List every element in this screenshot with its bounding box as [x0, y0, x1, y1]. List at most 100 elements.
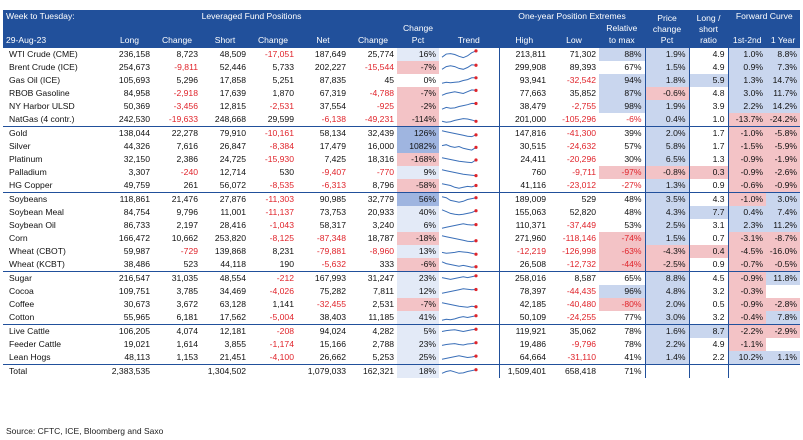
trend-line	[441, 209, 477, 216]
change-pct: 13%	[397, 245, 440, 258]
commodity-name: Soybeans	[9, 194, 48, 204]
long-value: 30,673	[123, 299, 150, 309]
trend-sparkline	[439, 232, 499, 245]
long-short-ratio: 4.5	[688, 271, 729, 285]
total-label: Total	[3, 364, 106, 378]
table-row: Soybean Meal 84,754 9,796 11,001 -11,137 73,7…	[3, 206, 801, 219]
trend-line	[441, 50, 477, 59]
trend-endpoint	[474, 174, 478, 178]
short-value: 248,668	[201, 113, 249, 127]
net-value: 38,403	[297, 311, 349, 325]
fc-1st-2nd: 0.4%	[727, 206, 767, 219]
long-short-ratio: 3.2	[688, 311, 729, 325]
empty-cell	[766, 364, 801, 378]
trend-endpoint	[474, 223, 478, 227]
table-row: Sugar 216,547 31,035 48,554 -212 167,993 31,24…	[3, 271, 801, 285]
low-value: -118,146	[562, 233, 597, 243]
net-change: 20,933	[367, 207, 395, 217]
fc-1st-2nd: -13.7%	[727, 113, 767, 127]
short-change: -8,125	[269, 233, 294, 243]
col-relative: Relative to max	[599, 22, 646, 48]
fc-1year: 11.8%	[766, 271, 801, 285]
price-change: 1.9%	[644, 48, 690, 61]
net-value: -6,313	[297, 179, 349, 193]
fc-1year: 14.7%	[766, 74, 801, 87]
fc-1st-2nd: 2.3%	[727, 219, 767, 232]
col-change-short: Change	[249, 22, 297, 48]
net-value: 58,134	[319, 128, 346, 138]
long-change: 523	[153, 258, 201, 272]
low-value: -44,435	[566, 286, 597, 296]
fc-1st-2nd: -0.6%	[727, 179, 767, 193]
high-value: 42,185	[498, 298, 550, 311]
trend-sparkline-chart	[441, 183, 478, 189]
trend-endpoint	[474, 119, 478, 123]
high-value: 77,663	[498, 87, 550, 100]
net-change: 2,788	[372, 339, 395, 349]
commodity-name: Gas Oil (ICE)	[9, 75, 61, 85]
trend-sparkline-chart	[441, 274, 478, 280]
commodity-name: WTI Crude (CME)	[9, 49, 78, 59]
table-row: Soybeans 118,861 21,476 27,876 -11,303 90,985…	[3, 192, 801, 206]
trend-sparkline-chart	[441, 250, 478, 256]
trend-sparkline-chart	[441, 196, 478, 203]
long-short-ratio: 4.9	[688, 338, 729, 351]
short-change: 190	[249, 258, 297, 272]
long-change: -19,633	[153, 113, 201, 127]
long-value: 109,751	[118, 286, 150, 296]
empty-cell	[644, 364, 690, 378]
fc-1year: -8.7%	[766, 232, 801, 245]
long-change: -729	[180, 246, 198, 256]
fc-1year: -2.9%	[766, 324, 801, 338]
trend-line	[441, 64, 477, 70]
net-value: 202,227	[314, 62, 346, 72]
relative-to-max: 78%	[624, 326, 642, 336]
price-change: 2.0%	[644, 126, 690, 140]
long-value: 84,754	[123, 207, 150, 217]
table-row: NY Harbor ULSD 50,369 -3,456 12,815 -2,531 37…	[3, 100, 801, 113]
long-short-ratio: 2.2	[688, 351, 729, 365]
long-change: 3,785	[176, 286, 198, 296]
high-value: 26,508	[498, 258, 550, 272]
fc-1year	[766, 338, 800, 351]
low-value: 8,587	[574, 273, 597, 283]
relative-to-max: 88%	[599, 48, 646, 61]
trend-endpoint	[474, 239, 478, 243]
short-value: 12,181	[219, 326, 246, 336]
trend-line	[441, 196, 477, 203]
long-change: 2,386	[176, 154, 198, 164]
short-change: -212	[276, 273, 294, 283]
table-row: Corn 166,472 10,662 253,820 -8,125 -87,348 18,…	[3, 232, 801, 245]
col-change-net: Change	[349, 22, 398, 48]
relative-to-max: -97%	[599, 166, 646, 179]
net-change: 2,531	[372, 299, 395, 309]
trend-endpoint	[474, 274, 478, 278]
long-value: 49,759	[106, 179, 153, 193]
table-row: HG Copper 49,759 261 56,072 -8,535 -6,313 8,79…	[3, 179, 801, 193]
low-value: -37,449	[566, 220, 597, 230]
fc-1st-2nd: -0.7%	[727, 258, 767, 272]
short-change: -8,535	[249, 179, 297, 193]
trend-endpoint	[474, 196, 478, 200]
fc-1st-2nd: -3.1%	[727, 232, 767, 245]
relative-to-max: 77%	[599, 311, 646, 325]
table-row: Wheat (KCBT) 38,486 523 44,118 190 -5,632 333-…	[3, 258, 801, 272]
high-value: 78,397	[498, 285, 550, 298]
net-value: 73,753	[319, 207, 346, 217]
commodity-name: Corn	[9, 233, 28, 243]
high-value: 110,371	[498, 219, 550, 232]
trend-sparkline-chart	[441, 235, 478, 243]
relative-to-max: -63%	[599, 245, 646, 258]
relative-to-max: -6%	[599, 113, 646, 127]
total-relative: 71%	[599, 364, 646, 378]
table-row: Coffee 30,673 3,672 63,128 1,141 -32,455 2,531…	[3, 298, 801, 311]
short-change: 5,251	[272, 75, 294, 85]
long-change: 1,153	[153, 351, 201, 365]
net-change: 18,787	[367, 233, 395, 243]
relative-to-max: 94%	[599, 74, 646, 87]
commodity-name: Live Cattle	[9, 326, 50, 336]
trend-endpoint	[474, 49, 478, 53]
short-value: 27,876	[219, 194, 246, 204]
change-pct: -7%	[397, 87, 440, 100]
fc-1year: 7.4%	[766, 206, 801, 219]
